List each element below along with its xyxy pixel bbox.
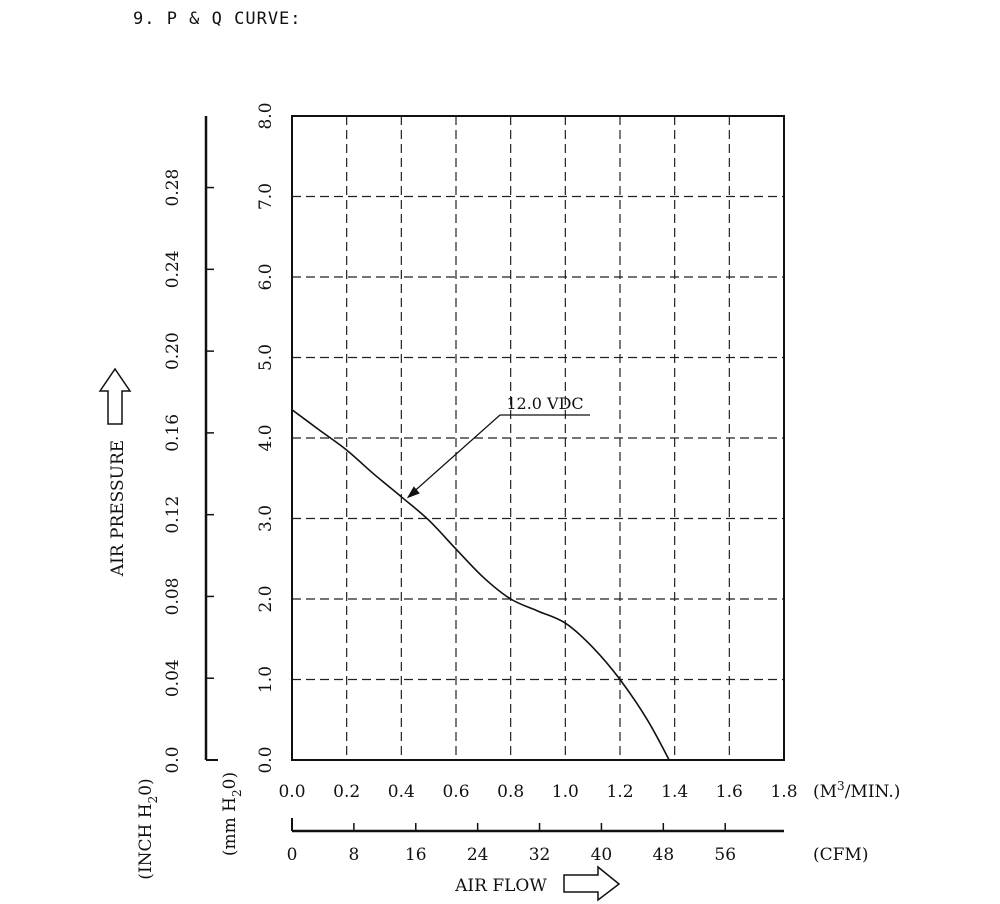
cfm-tick-label: 16 [405, 845, 427, 865]
inch-tick-label: 0.12 [163, 496, 183, 534]
series-line-12vdc [292, 409, 670, 760]
y-axis-title: AIR PRESSURE [108, 440, 128, 577]
y-tick-label: 3.0 [256, 505, 276, 532]
inch-tick-label: 0.24 [163, 250, 183, 288]
inch-tick-label: 0.20 [163, 332, 183, 370]
y-tick-label: 5.0 [256, 344, 276, 371]
y-tick-label: 8.0 [256, 102, 276, 129]
x-tick-label: 0.6 [442, 782, 469, 802]
x-tick-label: 1.0 [552, 782, 579, 802]
annotation-leader [410, 414, 501, 495]
x-tick-label: 1.4 [661, 782, 688, 802]
curve-layer [292, 409, 670, 760]
right-arrow-icon [563, 865, 621, 902]
annotation-arrowhead [406, 486, 420, 499]
cfm-tick-label: 56 [714, 845, 736, 865]
x-tick-label: 1.2 [606, 782, 633, 802]
inch-tick-label: 0.16 [163, 414, 183, 452]
cfm-tick-label: 48 [653, 845, 675, 865]
annotation-label: 12.0 VDC [506, 394, 583, 413]
inch-unit-label: (INCH H20) [136, 778, 160, 879]
y-unit-label: (mm H20) [220, 772, 244, 856]
y-tick-label: 2.0 [256, 585, 276, 612]
inch-tick-label: 0.04 [163, 659, 183, 697]
x-tick-label: 0.0 [278, 782, 305, 802]
y-tick-label: 6.0 [256, 263, 276, 290]
plot-frame [291, 115, 785, 761]
inch-tick-label: 0.08 [163, 578, 183, 616]
cfm-tick-label: 32 [529, 845, 551, 865]
grid-layer [292, 116, 784, 760]
cfm-tick-label: 0 [287, 845, 298, 865]
y-tick-label: 4.0 [256, 424, 276, 451]
x-tick-label: 1.8 [770, 782, 797, 802]
x-tick-label: 0.8 [497, 782, 524, 802]
cfm-tick-label: 40 [591, 845, 613, 865]
y-tick-label: 1.0 [256, 666, 276, 693]
cfm-tick-label: 24 [467, 845, 489, 865]
x-axis-title: AIR FLOW [454, 876, 547, 896]
section-title: 9. P & Q CURVE: [133, 9, 302, 29]
inch-tick-label: 0.0 [163, 746, 183, 773]
x-tick-label: 1.6 [716, 782, 743, 802]
y-tick-label: 7.0 [256, 183, 276, 210]
annotation-layer: 12.0 VDC [406, 394, 590, 499]
labels-layer: 0.0 0.2 0.4 0.6 0.8 1.0 1.2 1.4 1.6 1.8 (M3/MIN.) 0… [108, 102, 900, 896]
x-tick-label: 0.2 [333, 782, 360, 802]
axes-layer [98, 116, 784, 902]
x-unit-label: (M3/MIN.) [813, 779, 900, 802]
up-arrow-icon [98, 367, 132, 425]
cfm-tick-label: 8 [348, 845, 359, 865]
cfm-unit-label: (CFM) [813, 845, 868, 865]
inch-tick-label: 0.28 [163, 169, 183, 207]
x-tick-label: 0.4 [388, 782, 415, 802]
y-tick-label: 0.0 [256, 746, 276, 773]
